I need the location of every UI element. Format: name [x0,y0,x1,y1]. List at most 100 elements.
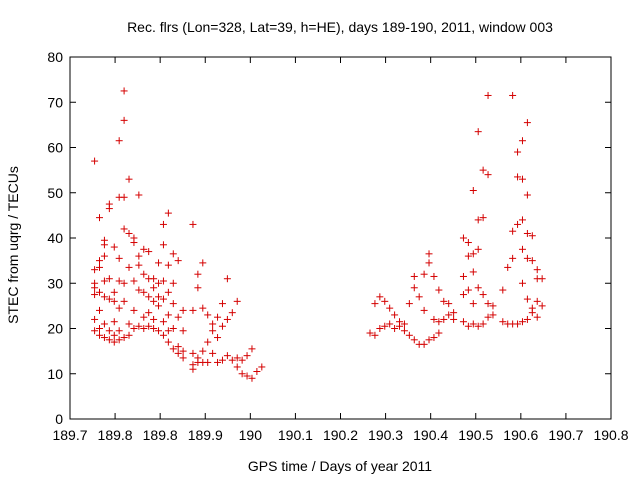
x-axis-label: GPS time / Days of year 2011 [248,458,432,474]
data-point [484,313,492,321]
data-point [155,302,163,310]
data-point [514,173,522,181]
data-point [150,315,158,323]
data-point [179,327,187,335]
x-tick-label: 189.8 [143,427,178,443]
data-point [484,171,492,179]
data-point [479,291,487,299]
data-point [130,325,138,332]
x-tick-label: 189.7 [52,427,87,443]
data-point [110,331,118,339]
data-point [91,157,99,165]
data-point [169,345,177,353]
data-point [381,322,389,330]
data-point [91,291,99,299]
data-point [204,338,212,346]
data-point [474,245,482,253]
y-tick-label: 40 [47,230,63,246]
data-point [130,306,138,314]
data-point [96,263,104,271]
data-point [504,263,512,271]
data-point [105,336,113,344]
data-point [400,320,408,328]
data-point [174,257,182,265]
data-point [499,318,507,326]
data-point [120,193,128,201]
data-point [514,148,522,156]
data-point [135,261,143,269]
data-point [396,322,404,330]
data-point [189,365,197,373]
data-point [100,293,108,301]
data-point [125,331,133,339]
data-point [518,216,526,224]
data-point [469,186,477,194]
data-point [479,214,487,222]
data-point [135,286,143,294]
data-point [464,252,472,260]
data-point [115,327,123,335]
data-point [96,214,104,222]
data-point [140,325,148,332]
data-point [371,331,379,339]
data-point [420,340,428,348]
data-point [140,313,148,321]
data-point [538,275,546,283]
data-point [130,277,138,285]
data-point [430,334,438,342]
data-point [464,286,472,294]
data-point [218,356,226,364]
data-point [145,309,153,317]
data-points [91,87,546,382]
data-point [96,331,104,339]
y-tick-label: 70 [47,94,63,110]
data-point [96,325,104,332]
data-point [243,372,251,380]
data-point [435,318,443,326]
data-point [159,295,167,303]
data-point [228,356,236,364]
data-point [484,300,492,308]
data-point [110,243,118,251]
plot-frame [69,56,612,420]
data-point [91,327,99,335]
data-point [435,329,443,337]
data-point [445,311,453,319]
data-point [248,374,256,382]
data-point [150,275,158,283]
data-point [179,306,187,314]
x-tick-label: 190.1 [278,427,313,443]
data-point [518,245,526,253]
data-point [91,266,99,274]
data-point [371,300,379,308]
data-point [115,304,123,312]
data-point [459,272,467,280]
data-point [214,358,222,366]
y-tick-label: 60 [47,140,63,156]
data-point [199,304,207,312]
data-point [194,284,202,292]
data-point [140,245,148,253]
data-point [223,352,231,360]
data-point [425,250,433,258]
data-point [120,225,128,233]
data-point [523,295,531,303]
data-point [105,205,113,213]
data-point [140,288,148,296]
data-point [209,320,217,328]
data-point [105,295,113,303]
data-point [528,257,536,265]
data-point [91,315,99,323]
data-point [238,356,246,364]
data-point [233,363,241,371]
data-point [464,239,472,247]
x-tick-label: 190.2 [323,427,358,443]
data-point [376,325,384,332]
data-point [164,327,172,335]
data-point [174,349,182,357]
data-point [110,297,118,305]
data-point [155,259,163,267]
data-point [425,336,433,344]
